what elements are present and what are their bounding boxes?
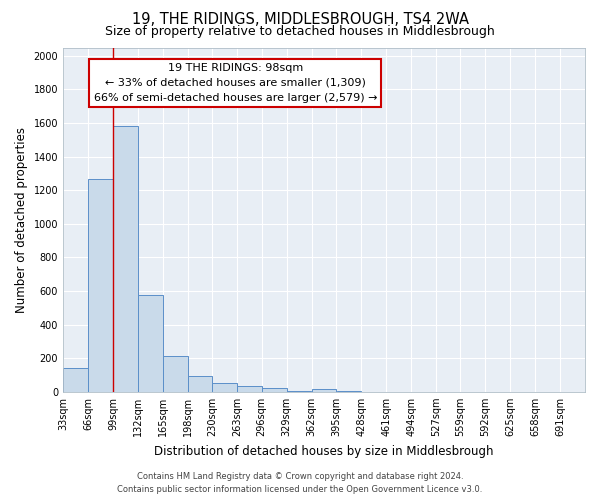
Bar <box>63 368 88 392</box>
Bar <box>311 390 337 392</box>
Text: Size of property relative to detached houses in Middlesbrough: Size of property relative to detached ho… <box>105 25 495 38</box>
Bar <box>262 388 287 392</box>
Bar <box>287 391 311 392</box>
Text: 19, THE RIDINGS, MIDDLESBROUGH, TS4 2WA: 19, THE RIDINGS, MIDDLESBROUGH, TS4 2WA <box>131 12 469 28</box>
Bar <box>188 376 212 392</box>
Bar <box>88 178 113 392</box>
Text: Contains HM Land Registry data © Crown copyright and database right 2024.
Contai: Contains HM Land Registry data © Crown c… <box>118 472 482 494</box>
Y-axis label: Number of detached properties: Number of detached properties <box>15 126 28 312</box>
Bar <box>237 386 262 392</box>
Bar <box>138 295 163 392</box>
Text: 19 THE RIDINGS: 98sqm
← 33% of detached houses are smaller (1,309)
66% of semi-d: 19 THE RIDINGS: 98sqm ← 33% of detached … <box>94 63 377 102</box>
Bar <box>212 382 236 392</box>
X-axis label: Distribution of detached houses by size in Middlesbrough: Distribution of detached houses by size … <box>154 444 494 458</box>
Bar <box>337 391 361 392</box>
Bar <box>163 356 188 392</box>
Bar <box>113 126 138 392</box>
